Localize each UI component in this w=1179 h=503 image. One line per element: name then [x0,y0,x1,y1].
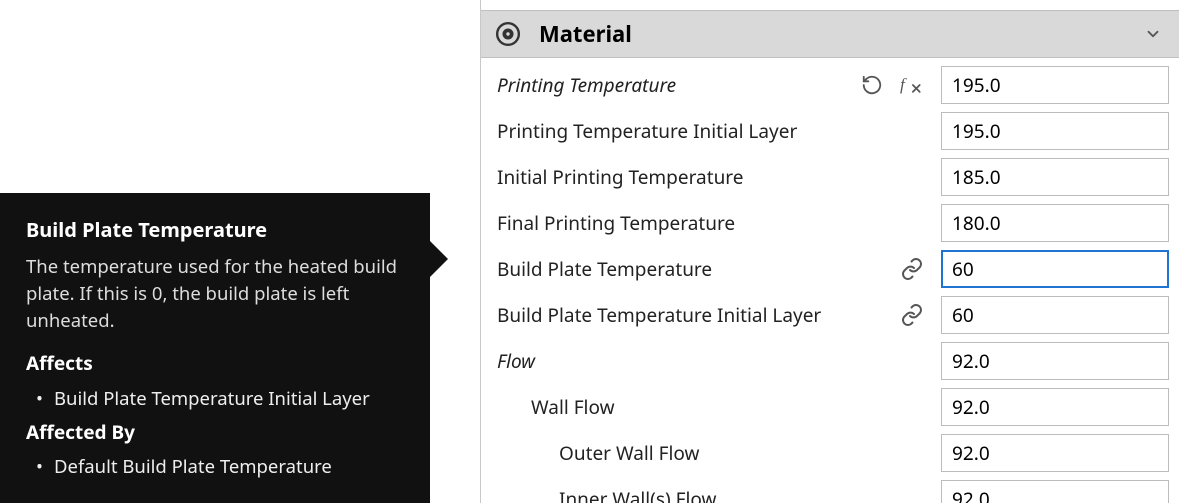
setting-input[interactable] [952,440,1179,466]
setting-input[interactable] [952,348,1179,374]
setting-field-printing_temp[interactable]: °C [941,66,1169,104]
setting-label: Inner Wall(s) Flow [497,486,853,503]
reset-icon[interactable] [859,72,885,98]
setting-label: Wall Flow [497,394,853,420]
setting-row-printing_temp_initial: Printing Temperature Initial Layer °C [481,108,1169,154]
setting-row-build_plate_temp_initial: Build Plate Temperature Initial Layer °C [481,292,1169,338]
list-item: Build Plate Temperature Initial Layer [54,386,404,413]
setting-input[interactable] [952,256,1179,282]
setting-input[interactable] [952,118,1179,144]
tooltip-affected-by-heading: Affected By [26,419,404,447]
tooltip-title: Build Plate Temperature [26,215,404,244]
setting-label: Build Plate Temperature Initial Layer [497,302,853,328]
setting-row-final_printing_temp: Final Printing Temperature °C [481,200,1169,246]
tooltip-popover: Build Plate Temperature The temperature … [0,193,430,503]
setting-input[interactable] [952,302,1179,328]
setting-input[interactable] [952,394,1179,420]
setting-field-final_printing_temp[interactable]: °C [941,204,1169,242]
link-icon[interactable] [899,256,925,282]
setting-input[interactable] [952,164,1179,190]
setting-input[interactable] [952,210,1179,236]
setting-field-printing_temp_initial[interactable]: °C [941,112,1169,150]
settings-panel: Material Printing Temperature f °CPrinti… [480,0,1179,503]
setting-field-outer_wall_flow[interactable]: % [941,434,1169,472]
tooltip-affects-heading: Affects [26,350,404,378]
setting-field-build_plate_temp[interactable]: °C [941,250,1169,288]
tooltip-affected-by-list: Default Build Plate Temperature [26,454,404,481]
tooltip-affects-list: Build Plate Temperature Initial Layer [26,386,404,413]
setting-label: Flow [497,348,853,374]
chevron-down-icon[interactable] [1141,22,1165,46]
tooltip-description: The temperature used for the heated buil… [26,254,404,334]
setting-input[interactable] [952,486,1179,503]
setting-row-outer_wall_flow: Outer Wall Flow% [481,430,1169,476]
setting-field-build_plate_temp_initial[interactable]: °C [941,296,1169,334]
setting-label: Outer Wall Flow [497,440,853,466]
setting-row-inner_walls_flow: Inner Wall(s) Flow% [481,476,1169,503]
setting-row-wall_flow: Wall Flow% [481,384,1169,430]
list-item: Default Build Plate Temperature [54,454,404,481]
setting-input[interactable] [952,72,1179,98]
setting-field-wall_flow[interactable]: % [941,388,1169,426]
section-title: Material [539,19,632,49]
setting-actions [861,302,933,328]
setting-label: Build Plate Temperature [497,256,853,282]
setting-label: Initial Printing Temperature [497,164,853,190]
setting-actions [861,256,933,282]
svg-text:f: f [900,75,907,94]
setting-field-inner_walls_flow[interactable]: % [941,480,1169,503]
fx-icon[interactable]: f [899,72,925,98]
setting-label: Final Printing Temperature [497,210,853,236]
setting-field-initial_printing_temp[interactable]: °C [941,158,1169,196]
material-icon [495,21,521,47]
settings-rows: Printing Temperature f °CPrinting Temper… [481,58,1179,503]
setting-row-initial_printing_temp: Initial Printing Temperature °C [481,154,1169,200]
link-icon[interactable] [899,302,925,328]
setting-field-flow[interactable]: % [941,342,1169,380]
section-header-material[interactable]: Material [481,10,1179,58]
setting-row-build_plate_temp: Build Plate Temperature °C [481,246,1169,292]
setting-actions: f [859,72,933,98]
setting-label: Printing Temperature Initial Layer [497,118,853,144]
setting-row-printing_temp: Printing Temperature f °C [481,62,1169,108]
setting-label: Printing Temperature [497,72,851,98]
setting-row-flow: Flow% [481,338,1169,384]
